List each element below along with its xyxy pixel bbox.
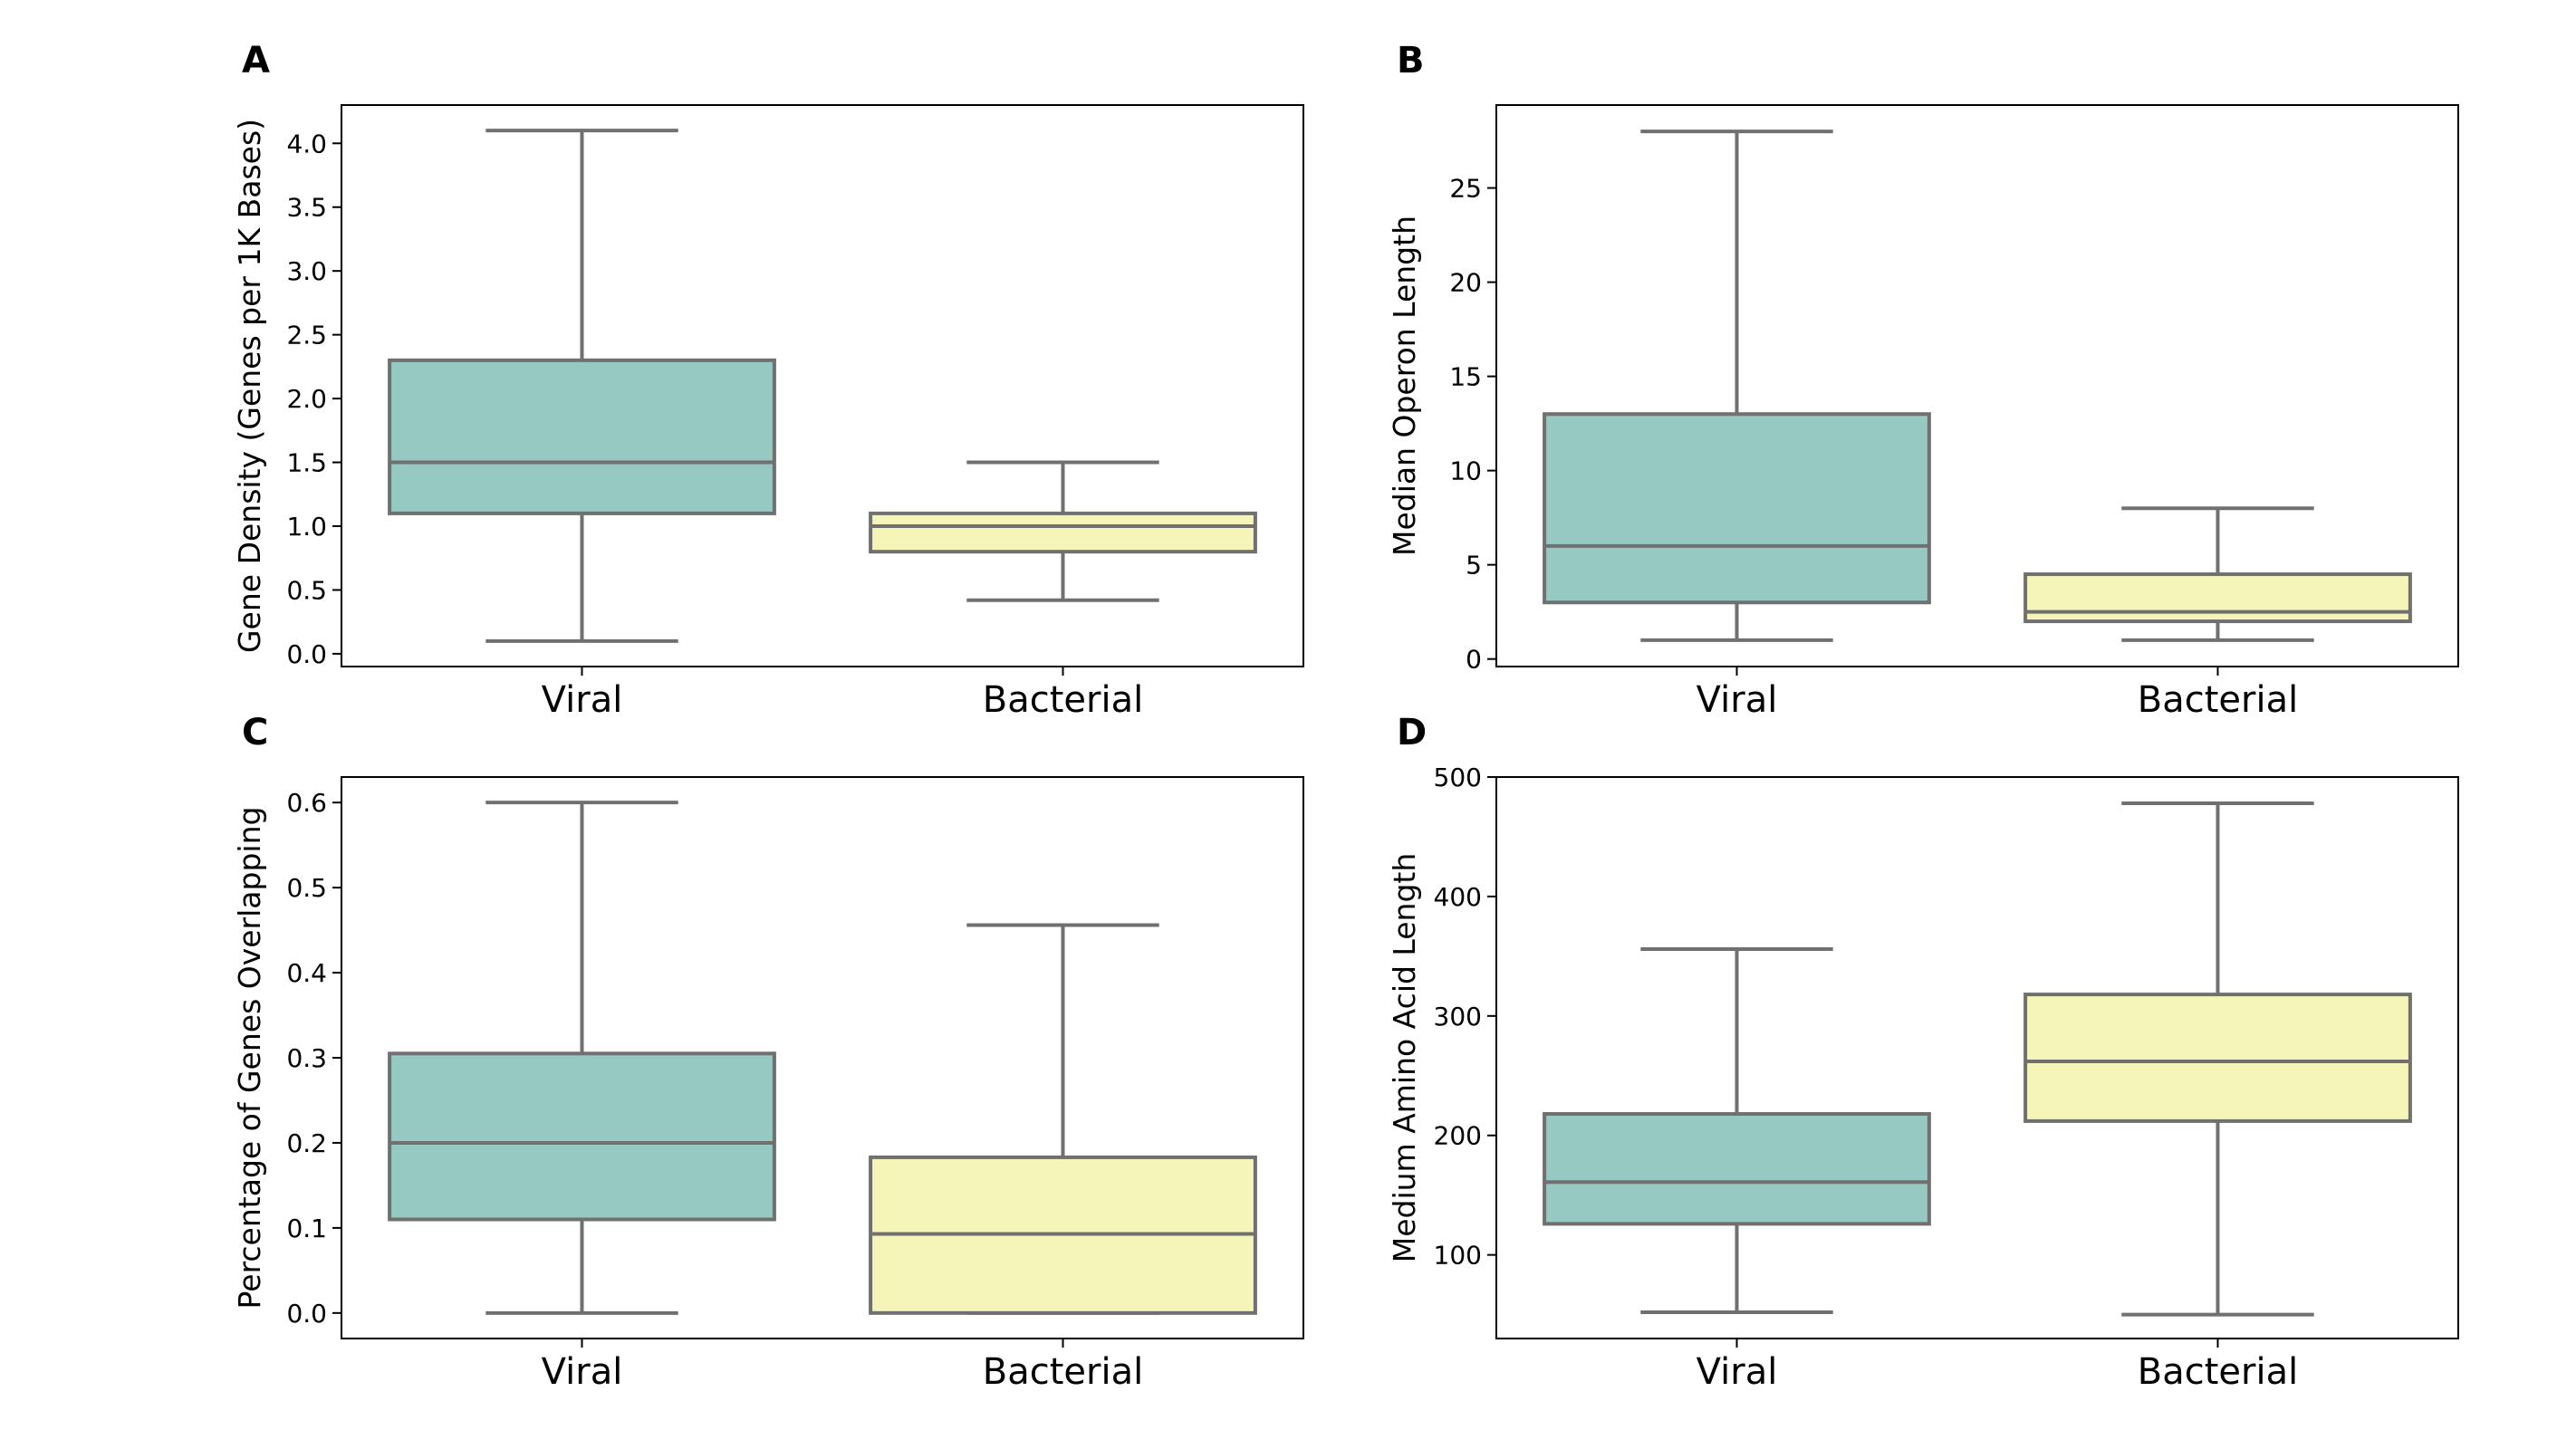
y-tick-label: 1.5 bbox=[286, 448, 327, 478]
x-tick-label: Bacterial bbox=[983, 1351, 1143, 1393]
y-tick-label: 2.5 bbox=[286, 321, 327, 350]
y-tick-label: 15 bbox=[1449, 362, 1482, 392]
box-bacterial bbox=[869, 923, 1257, 1315]
y-tick-label: 0.5 bbox=[286, 575, 327, 605]
y-axis-label: Percentage of Genes Overlapping bbox=[232, 807, 267, 1310]
y-tick-label: 0.4 bbox=[286, 958, 327, 988]
iqr-box bbox=[869, 511, 1257, 554]
panel-letter: C bbox=[242, 712, 268, 753]
plot-frame bbox=[341, 104, 1304, 667]
y-axis-label: Median Operon Length bbox=[1387, 216, 1422, 556]
panel-a: A 0.0 0.5 1.0 1.5 2.0 2.5 3.0 3.5 4.0 Gene Density… bbox=[232, 40, 1304, 721]
x-tick-label: Viral bbox=[1697, 679, 1778, 721]
plot-frame bbox=[1495, 776, 2459, 1339]
y-tick-label: 0.0 bbox=[286, 1299, 327, 1329]
y-tick-label: 0.2 bbox=[286, 1128, 327, 1158]
y-tick-label: 0.5 bbox=[286, 873, 327, 903]
box-viral bbox=[388, 129, 776, 643]
y-tick-label: 500 bbox=[1434, 763, 1482, 792]
box-viral bbox=[1543, 946, 1931, 1314]
x-tick-label: Bacterial bbox=[983, 679, 1143, 721]
y-tick-label: 3.0 bbox=[286, 256, 327, 286]
panel-d: D 100 200 300 400 500 Medium Amino Acid Length… bbox=[1387, 712, 2459, 1393]
y-tick-label: 20 bbox=[1449, 268, 1482, 298]
y-tick-label: 25 bbox=[1449, 174, 1482, 204]
panel-letter: B bbox=[1397, 40, 1425, 82]
plot-frame bbox=[1495, 104, 2459, 667]
iqr-box bbox=[2023, 993, 2412, 1123]
y-tick-label: 1.0 bbox=[286, 512, 327, 542]
y-axis-label: Medium Amino Acid Length bbox=[1387, 853, 1422, 1263]
iqr-box bbox=[388, 1051, 776, 1222]
panel-letter: D bbox=[1397, 712, 1427, 753]
x-tick-label: Bacterial bbox=[2138, 679, 2298, 721]
box-bacterial bbox=[2023, 506, 2412, 642]
y-tick-label: 0.3 bbox=[286, 1043, 327, 1073]
box-viral bbox=[1543, 130, 1931, 642]
y-tick-label: 200 bbox=[1434, 1121, 1482, 1151]
y-tick-label: 100 bbox=[1434, 1241, 1482, 1271]
iqr-box bbox=[1543, 1112, 1931, 1226]
box-viral bbox=[388, 801, 776, 1315]
x-tick-label: Viral bbox=[542, 679, 623, 721]
iqr-box bbox=[388, 358, 776, 515]
y-tick-label: 2.0 bbox=[286, 384, 327, 414]
box-bacterial bbox=[2023, 801, 2412, 1317]
y-tick-label: 300 bbox=[1434, 1002, 1482, 1032]
y-tick-label: 3.5 bbox=[286, 193, 327, 223]
panel-letter: A bbox=[242, 40, 270, 82]
y-tick-label: 4.0 bbox=[286, 129, 327, 158]
x-tick-label: Bacterial bbox=[2138, 1351, 2298, 1393]
panel-c: C 0.0 0.1 0.2 0.3 0.4 0.5 0.6 Percentage of Gene… bbox=[232, 712, 1304, 1393]
y-tick-label: 0.6 bbox=[286, 788, 327, 818]
iqr-box bbox=[2023, 572, 2412, 624]
plot-frame bbox=[341, 776, 1304, 1339]
y-axis-label: Gene Density (Genes per 1K Bases) bbox=[232, 119, 267, 653]
y-tick-label: 10 bbox=[1449, 456, 1482, 486]
y-tick-label: 0.0 bbox=[286, 639, 327, 669]
box-bacterial bbox=[869, 460, 1257, 602]
y-tick-label: 0 bbox=[1466, 645, 1482, 675]
iqr-box bbox=[1543, 412, 1931, 605]
x-tick-label: Viral bbox=[1697, 1351, 1778, 1393]
x-tick-label: Viral bbox=[542, 1351, 623, 1393]
y-tick-label: 0.1 bbox=[286, 1214, 327, 1243]
y-tick-label: 400 bbox=[1434, 882, 1482, 912]
panel-b: B 0 5 10 15 20 25 Median Operon Length Viral Bact… bbox=[1387, 40, 2459, 721]
y-tick-label: 5 bbox=[1466, 551, 1482, 581]
